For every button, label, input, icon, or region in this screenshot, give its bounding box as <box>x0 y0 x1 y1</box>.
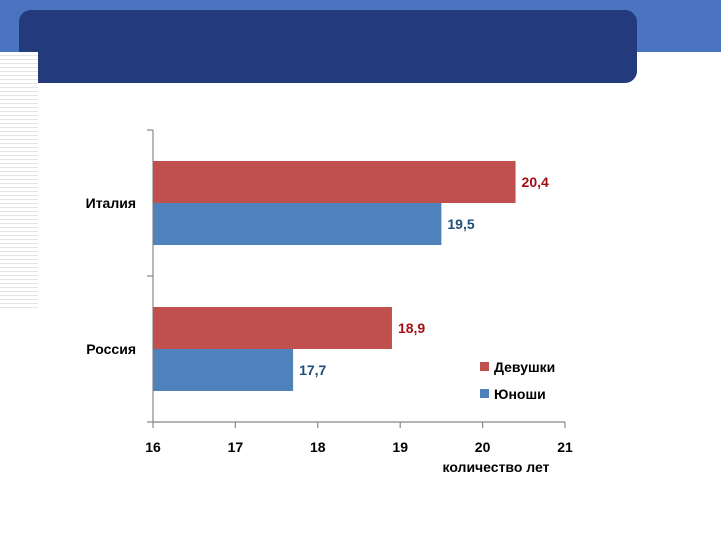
bar-girls <box>153 307 392 349</box>
x-tick-label: 19 <box>392 439 408 455</box>
title-banner <box>19 10 637 83</box>
decorative-stripes <box>0 52 38 310</box>
legend-swatch-girls <box>480 362 489 371</box>
x-tick-label: 16 <box>145 439 161 455</box>
data-label-boys: 17,7 <box>299 362 326 378</box>
data-label-girls: 18,9 <box>398 320 425 336</box>
data-label-boys: 19,5 <box>447 216 474 232</box>
bar-boys <box>153 203 442 245</box>
legend-label-boys: Юноши <box>494 386 546 402</box>
bar-boys <box>153 349 294 391</box>
bar-girls <box>153 161 516 203</box>
x-tick-label: 18 <box>310 439 326 455</box>
x-axis-label: количество лет <box>443 459 550 475</box>
x-tick-label: 17 <box>228 439 244 455</box>
x-tick-label: 21 <box>557 439 573 455</box>
category-label: Россия <box>86 341 136 357</box>
legend-label-girls: Девушки <box>494 359 555 375</box>
data-label-girls: 20,4 <box>522 174 549 190</box>
category-label: Италия <box>86 195 136 211</box>
legend-swatch-boys <box>480 389 489 398</box>
x-tick-label: 20 <box>475 439 491 455</box>
